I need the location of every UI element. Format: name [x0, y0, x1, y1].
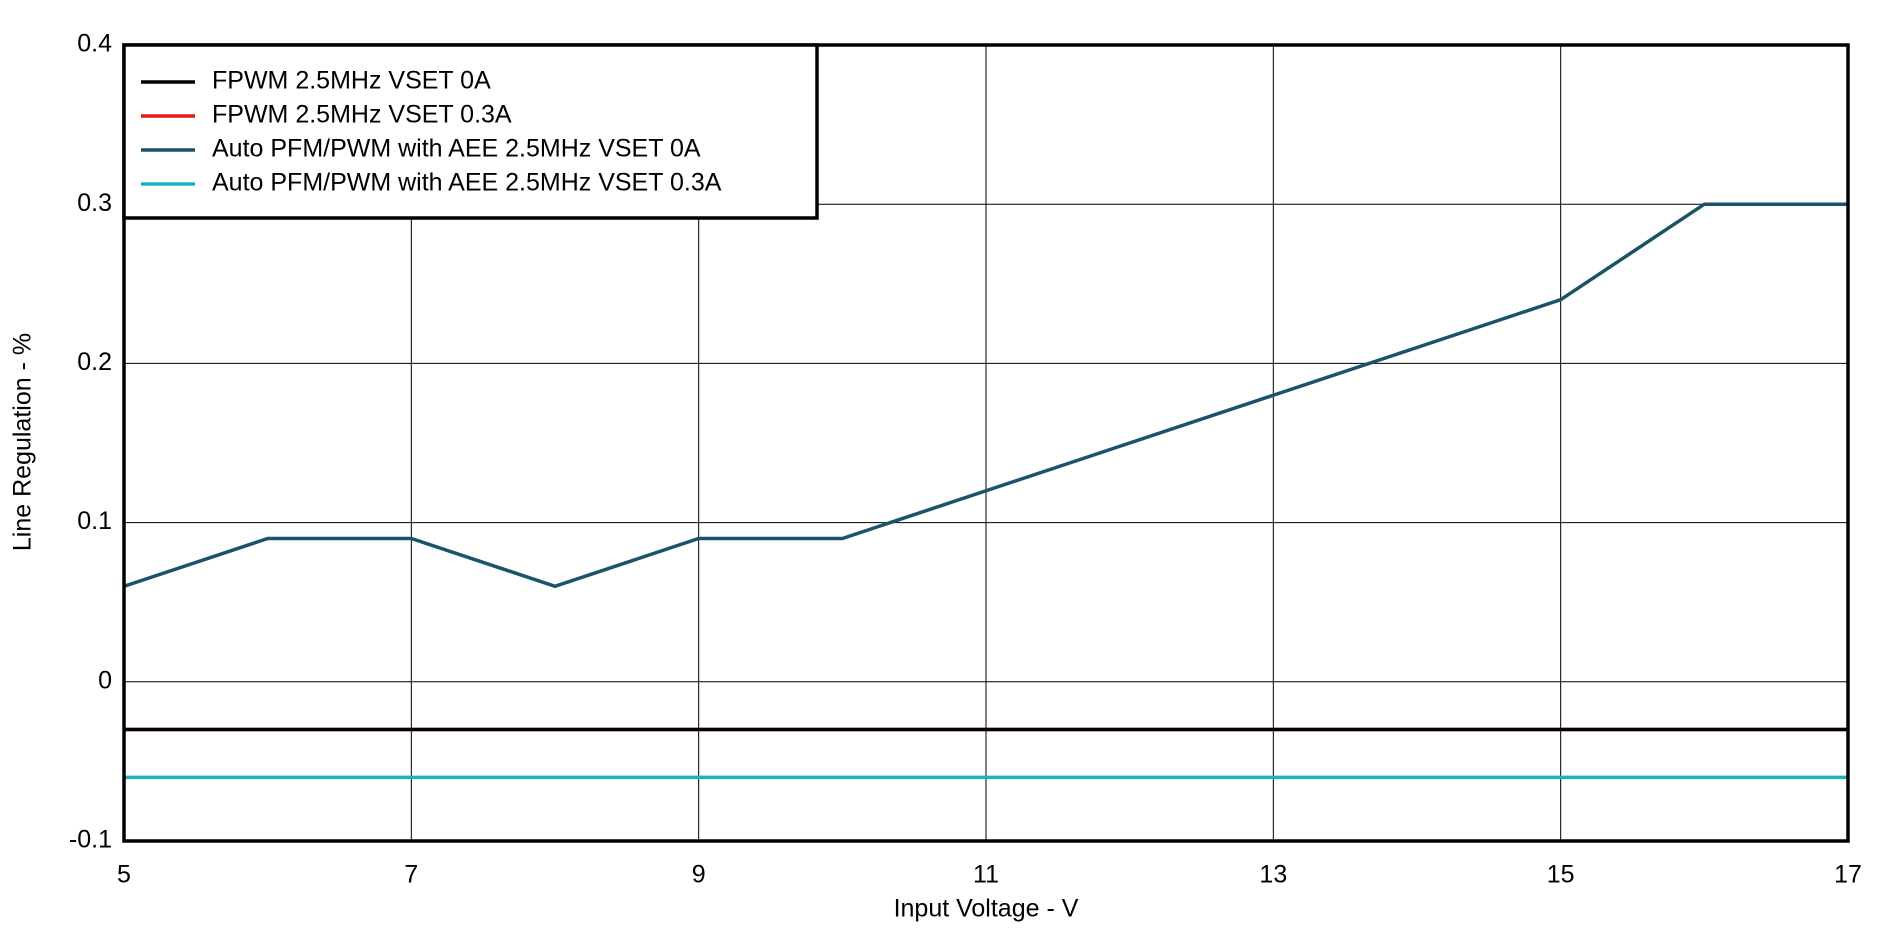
y-tick-label: 0.2	[77, 348, 112, 376]
x-tick-label: 15	[1547, 861, 1575, 889]
plot-frame	[122, 43, 1850, 843]
legend-label: FPWM 2.5MHz VSET 0.3A	[212, 101, 512, 129]
legend: FPWM 2.5MHz VSET 0A FPWM 2.5MHz VSET 0.3A…	[122, 43, 819, 220]
legend-label: Auto PFM/PWM with AEE 2.5MHz VSET 0.3A	[212, 169, 722, 197]
x-tick-label: 7	[404, 861, 418, 889]
x-tick-label: 11	[973, 861, 999, 889]
legend-label: Auto PFM/PWM with AEE 2.5MHz VSET 0A	[212, 135, 701, 163]
y-axis-label: Line Regulation - %	[9, 333, 37, 551]
legend-label: FPWM 2.5MHz VSET 0A	[212, 67, 491, 95]
x-tick-label: 17	[1834, 861, 1862, 889]
y-tick-label: -0.1	[69, 826, 112, 854]
x-tick-label: 13	[1259, 861, 1287, 889]
x-axis-label: Input Voltage - V	[894, 895, 1079, 923]
x-tick-label: 5	[117, 861, 131, 889]
y-tick-label: 0.4	[77, 30, 112, 58]
legend-box	[122, 43, 819, 220]
y-tick-label: 0.1	[77, 507, 112, 535]
data-line	[123, 202, 1848, 589]
y-tick-label: 0	[98, 666, 112, 694]
y-tick-label: 0.3	[77, 189, 112, 217]
x-tick-label: 9	[692, 861, 706, 889]
